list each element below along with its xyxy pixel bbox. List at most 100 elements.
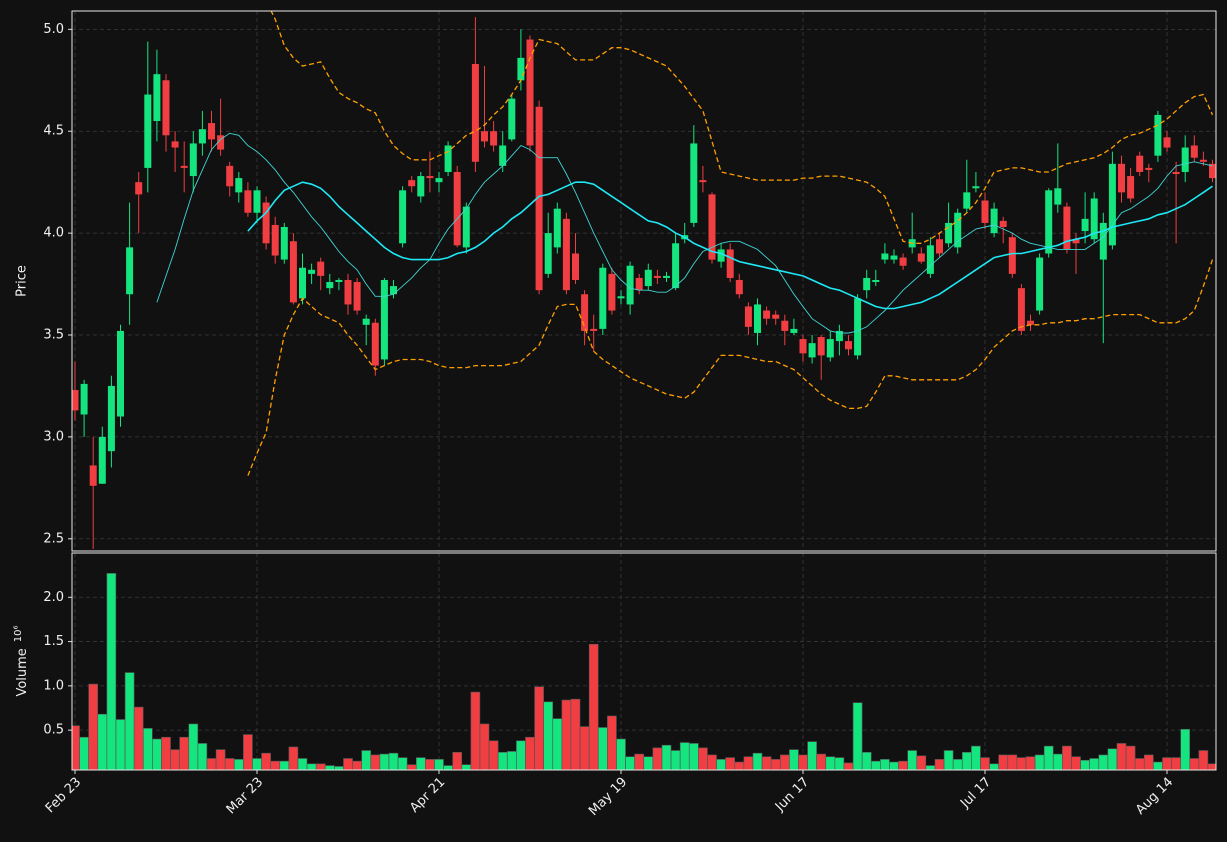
candle-body: [98, 436, 106, 484]
candle-body: [936, 239, 943, 254]
volume-bar: [1153, 761, 1163, 770]
candle-body: [1054, 188, 1062, 205]
candle-body: [171, 141, 179, 148]
candle-body: [244, 190, 252, 213]
candle-body: [663, 275, 670, 278]
candle-body: [945, 222, 953, 244]
candle-body: [371, 322, 379, 366]
candle-body: [126, 247, 134, 295]
candle-body: [144, 94, 152, 168]
volume-bar: [434, 759, 444, 770]
volume-bar: [570, 698, 581, 770]
candle-body: [1127, 176, 1135, 199]
candle-body: [990, 208, 998, 234]
volume-bar: [243, 734, 253, 770]
volume-bar: [1198, 750, 1209, 770]
candle-body: [471, 63, 479, 162]
candle-body: [717, 249, 725, 262]
candle-body: [408, 180, 416, 187]
candle-body: [653, 275, 661, 278]
candle-body: [1099, 222, 1107, 260]
volume-bar: [716, 759, 726, 770]
volume-bar: [1098, 754, 1109, 770]
y-tick-label: 3.5: [43, 328, 64, 343]
candle-body: [517, 57, 525, 81]
candle-body: [235, 178, 243, 193]
candle-body: [217, 135, 225, 150]
candle-body: [89, 465, 97, 486]
volume-bar: [743, 756, 754, 770]
volume-bar: [1125, 745, 1136, 770]
volume-bar: [870, 760, 881, 770]
volume-bar: [470, 691, 481, 770]
volume-bar: [97, 713, 108, 770]
candle-body: [1136, 155, 1144, 172]
candle-body: [72, 390, 79, 411]
indicator-line: [270, 11, 1214, 244]
volume-bar: [898, 760, 908, 770]
volume-bar: [133, 706, 144, 770]
volume-bar: [161, 736, 171, 770]
volume-plot: [72, 573, 1216, 770]
volume-bar: [552, 718, 563, 770]
candle-body: [1036, 257, 1044, 311]
candle-body: [226, 165, 234, 187]
volume-bar: [270, 760, 281, 770]
candle-body: [735, 279, 743, 295]
volume-bar: [607, 715, 617, 770]
volume-bar: [206, 758, 217, 770]
volume-bar: [343, 758, 353, 770]
volume-bar: [1062, 745, 1072, 770]
volume-bar: [261, 752, 271, 770]
candle-body: [1190, 145, 1198, 158]
volume-bar: [1171, 757, 1181, 770]
volume-bar: [79, 736, 89, 770]
volume-bar: [852, 702, 863, 770]
volume-bar: [707, 754, 717, 770]
y-tick-label: 5.0: [43, 22, 64, 37]
panel-frame: [71, 10, 1217, 552]
volume-bar: [798, 754, 808, 770]
candle-body: [535, 106, 543, 291]
volume-bar: [115, 719, 126, 770]
volume-bar: [525, 736, 535, 770]
candle-body: [1045, 190, 1053, 254]
volume-bar: [643, 756, 654, 770]
volume-bar: [415, 757, 426, 770]
candle-body: [926, 245, 934, 274]
candle-body: [581, 294, 589, 331]
volume-bar: [306, 763, 317, 770]
volume-multiplier: 10⁶: [13, 625, 24, 642]
volume-bar: [1034, 754, 1045, 770]
candle-body: [799, 339, 807, 354]
candle-body: [198, 129, 206, 144]
candle-body: [699, 180, 707, 183]
volume-bar: [224, 758, 235, 770]
volume-bar: [534, 686, 544, 770]
y-tick-label: 1.0: [43, 678, 64, 693]
candle-body: [1181, 147, 1189, 172]
candle-body: [444, 145, 452, 172]
volume-bar: [488, 740, 499, 770]
price-axis-label: Price: [15, 265, 30, 297]
candle-body: [499, 145, 507, 166]
candle-body: [417, 176, 425, 197]
y-tick-label: 3.0: [43, 429, 64, 444]
volume-bar: [425, 759, 435, 770]
candle-body: [954, 212, 962, 248]
candle-body: [726, 249, 734, 278]
volume-bar: [952, 759, 963, 770]
candle-body: [481, 131, 488, 142]
candle-body: [854, 298, 862, 356]
volume-bar: [1189, 758, 1200, 770]
candle-body: [462, 206, 470, 248]
volume-bar: [234, 759, 244, 770]
candle-body: [644, 269, 652, 287]
candle-body: [317, 261, 325, 276]
volume-bar: [379, 753, 390, 770]
candle-body: [1163, 137, 1171, 148]
volume-bar: [152, 738, 162, 770]
volume-bar: [124, 672, 135, 770]
y-tick-label: 2.5: [43, 531, 64, 546]
